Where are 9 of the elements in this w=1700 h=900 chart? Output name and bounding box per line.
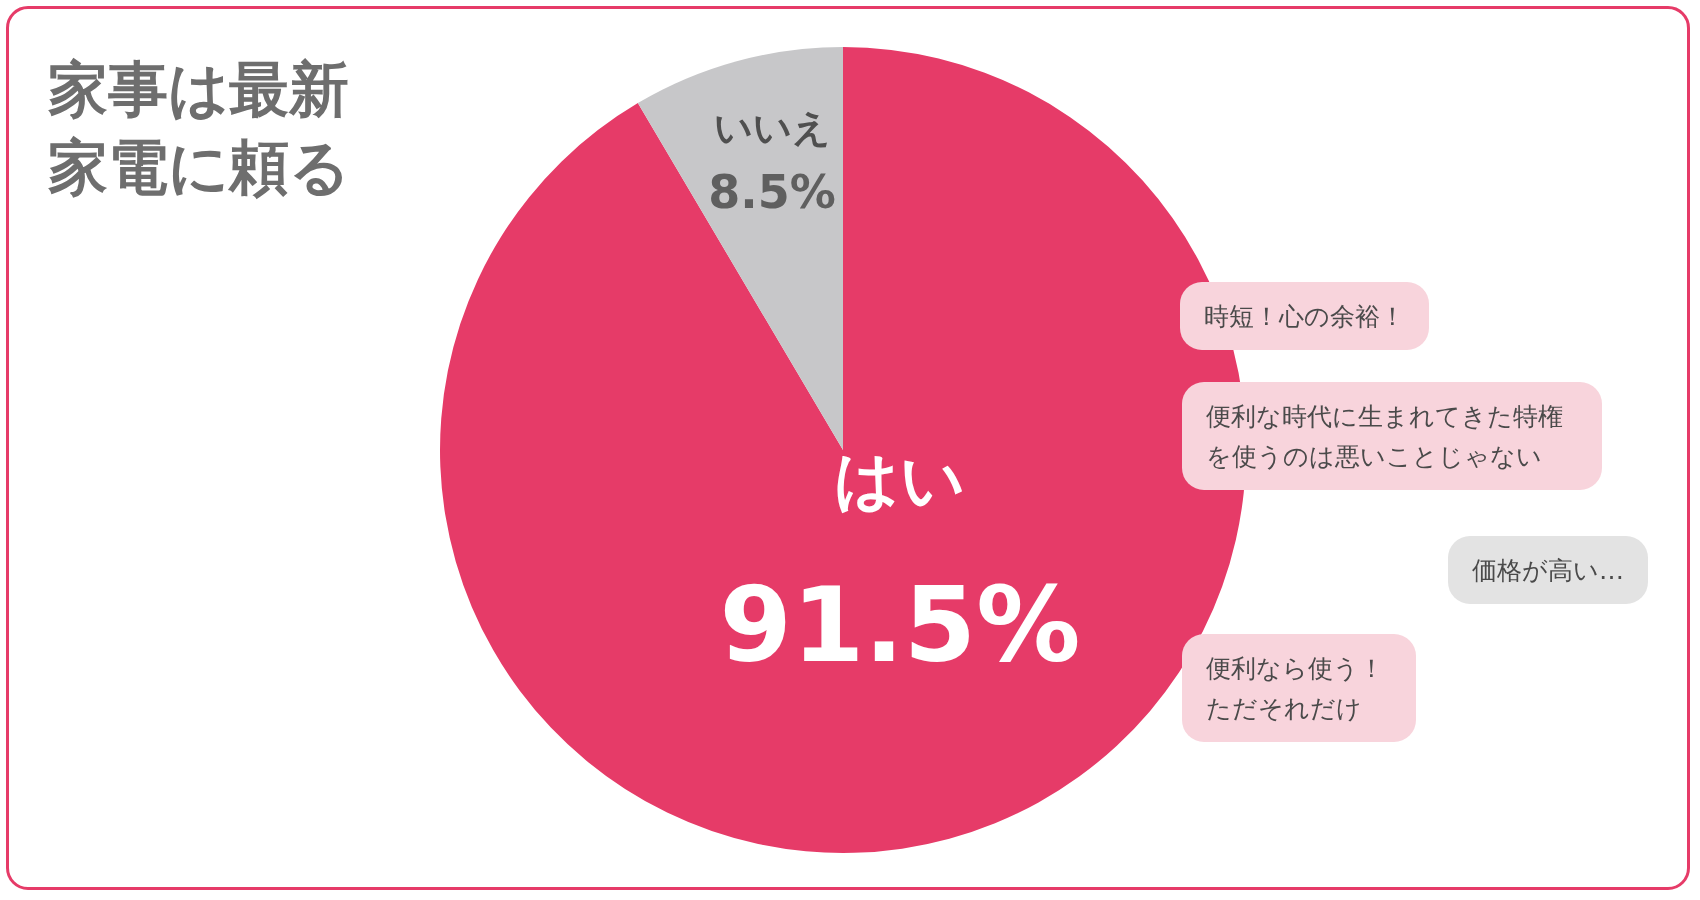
slice-label: はい [834, 443, 966, 517]
text: 便利なら使う！ただそれだけ [1206, 653, 1384, 723]
text: 価格が高い… [1472, 555, 1624, 585]
text: 便利な時代に生まれてきた特権を使うのは悪いことじゃない [1206, 401, 1563, 471]
data-label: 8.5% [708, 165, 836, 219]
text: 時短！心の余裕！ [1204, 301, 1405, 331]
data-label: 91.5% [719, 564, 1081, 686]
slice-label: いいえ [713, 106, 831, 150]
text: 家事は最新家電に頼る [48, 54, 350, 202]
